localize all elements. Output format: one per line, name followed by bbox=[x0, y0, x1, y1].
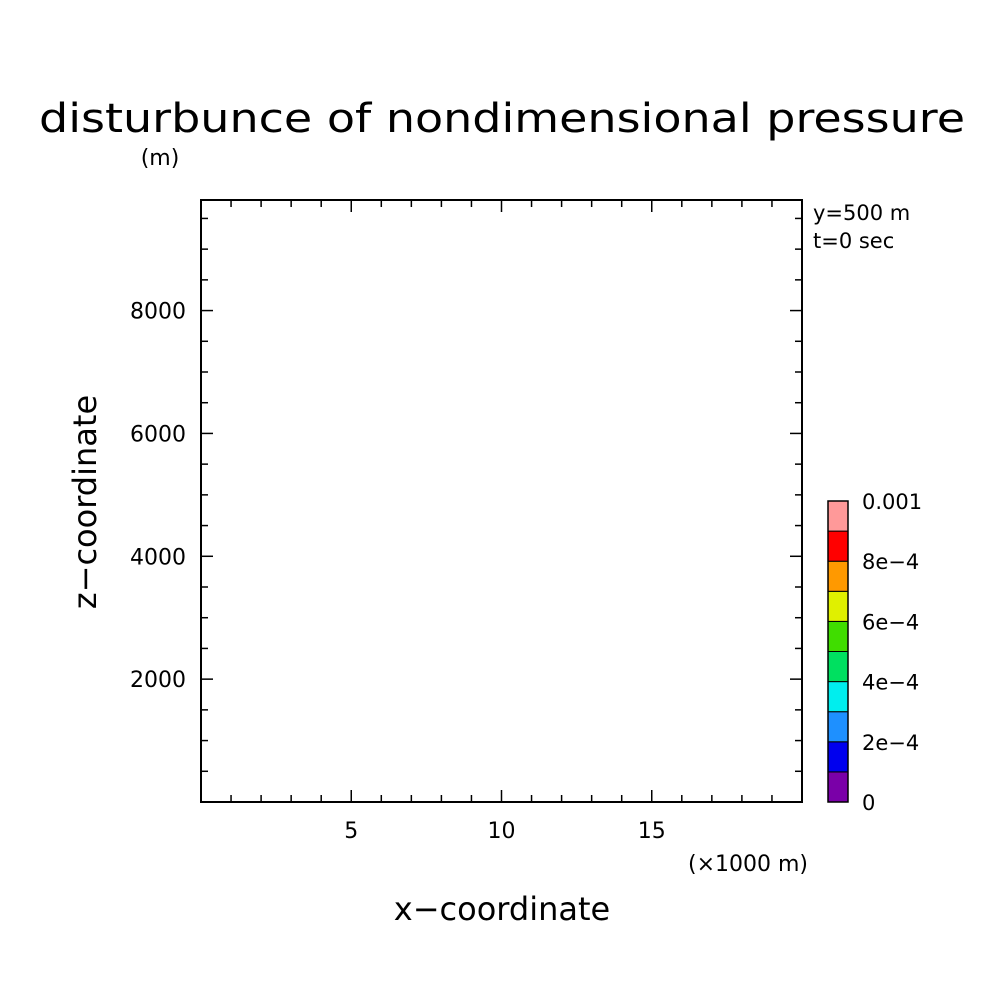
colorbar-swatch bbox=[827, 651, 849, 683]
colorbar bbox=[827, 500, 849, 803]
colorbar-swatch bbox=[827, 620, 849, 653]
x-tick-label: 15 bbox=[638, 819, 666, 844]
colorbar-tick-label: 6e−4 bbox=[862, 610, 919, 634]
colorbar-tick-label: 0.001 bbox=[862, 490, 922, 514]
colorbar-tick-label: 4e−4 bbox=[862, 671, 919, 695]
colorbar-swatch bbox=[827, 741, 849, 773]
y-axis-tick-labels: 2000 4000 6000 8000 bbox=[130, 300, 186, 694]
colorbar-swatch bbox=[827, 530, 849, 562]
annotation-y: y=500 m bbox=[813, 201, 910, 225]
chart-title: disturbunce of nondimensional pressure bbox=[39, 96, 965, 142]
x-axis-tick-labels: 5 10 15 bbox=[344, 819, 666, 844]
colorbar-swatch bbox=[827, 771, 849, 803]
colorbar-tick-label: 2e−4 bbox=[862, 731, 919, 755]
colorbar-tick-label: 8e−4 bbox=[862, 550, 919, 574]
colorbar-frame bbox=[827, 500, 849, 803]
y-tick-label: 6000 bbox=[130, 422, 186, 447]
x-tick-label: 5 bbox=[344, 819, 358, 844]
x-axis-ticks bbox=[230, 200, 773, 802]
x-tick-label: 10 bbox=[488, 819, 516, 844]
colorbar-swatch bbox=[827, 711, 849, 743]
y-tick-label: 4000 bbox=[130, 545, 186, 570]
colorbar-tick-label: 0 bbox=[862, 791, 875, 815]
y-axis-unit: (m) bbox=[141, 146, 180, 171]
y-tick-label: 2000 bbox=[130, 668, 186, 693]
x-axis-unit: (×1000 m) bbox=[688, 852, 808, 877]
colorbar-swatch bbox=[827, 590, 849, 622]
colorbar-labels: 0 2e−4 4e−4 6e−4 8e−4 0.001 bbox=[862, 490, 922, 815]
colorbar-swatch bbox=[827, 500, 849, 532]
y-axis-label: z−coordinate bbox=[66, 395, 104, 609]
x-axis-label: x−coordinate bbox=[394, 890, 610, 928]
colorbar-swatch bbox=[827, 560, 849, 592]
y-tick-label: 8000 bbox=[130, 300, 186, 325]
annotation-t: t=0 sec bbox=[813, 229, 894, 253]
y-axis-ticks bbox=[201, 217, 802, 773]
colorbar-swatch bbox=[827, 681, 849, 713]
plot-area bbox=[200, 199, 803, 803]
